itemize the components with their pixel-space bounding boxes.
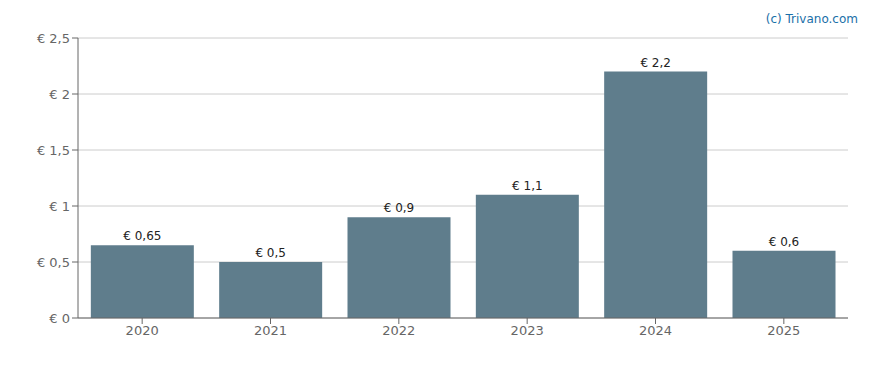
html-text:(c) Trivano.com: (c) Trivano.com xyxy=(765,12,858,26)
svg-text:2025: 2025 xyxy=(767,323,800,338)
svg-text:€ 0: € 0 xyxy=(49,311,70,326)
svg-text:2020: 2020 xyxy=(126,323,159,338)
svg-text:€ 0,65: € 0,65 xyxy=(123,229,161,243)
svg-text:2021: 2021 xyxy=(254,323,287,338)
svg-text:€ 0,9: € 0,9 xyxy=(384,201,415,215)
svg-text:€ 2,5: € 2,5 xyxy=(37,31,70,46)
svg-text:€ 0,5: € 0,5 xyxy=(255,246,286,260)
svg-text:€ 0,5: € 0,5 xyxy=(37,255,70,270)
svg-text:€ 2,2: € 2,2 xyxy=(640,56,671,70)
svg-text:€ 0,6: € 0,6 xyxy=(769,235,800,249)
svg-text:2022: 2022 xyxy=(382,323,415,338)
svg-text:€ 1,1: € 1,1 xyxy=(512,179,543,193)
svg-text:€ 1,5: € 1,5 xyxy=(37,143,70,158)
svg-text:2023: 2023 xyxy=(511,323,544,338)
svg-text:2024: 2024 xyxy=(639,323,672,338)
svg-text:€ 1: € 1 xyxy=(49,199,70,214)
svg-text:€ 2: € 2 xyxy=(49,87,70,102)
